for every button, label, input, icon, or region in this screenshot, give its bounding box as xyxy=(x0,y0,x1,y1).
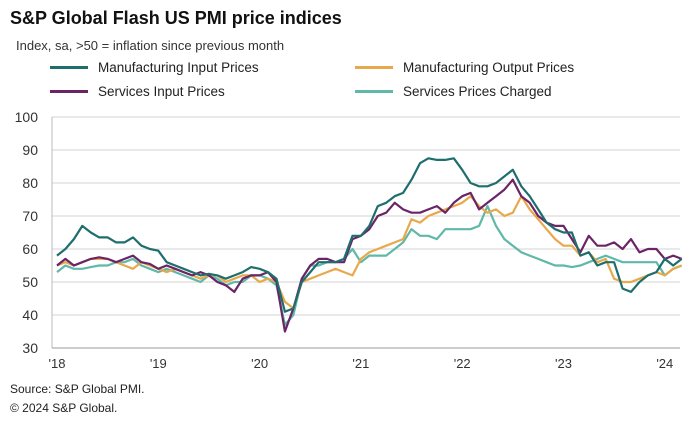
legend-swatch xyxy=(50,66,88,69)
copyright-note: © 2024 S&P Global. xyxy=(10,401,118,415)
x-tick-label: '24 xyxy=(656,356,673,371)
x-tick-label: '20 xyxy=(251,356,268,371)
chart-title: S&P Global Flash US PMI price indices xyxy=(10,8,342,28)
y-tick-label: 30 xyxy=(22,340,38,356)
x-tick-label: '22 xyxy=(454,356,471,371)
legend-swatch xyxy=(50,90,88,93)
x-tick-label: '23 xyxy=(555,356,572,371)
y-tick-label: 50 xyxy=(22,274,38,290)
legend-item-manufacturing-output: Manufacturing Output Prices xyxy=(355,60,574,75)
y-tick-label: 80 xyxy=(22,175,38,191)
x-tick-label: '18 xyxy=(49,356,66,371)
series-line-manufacturing-output-prices xyxy=(56,195,683,310)
x-tick-label: '19 xyxy=(150,356,167,371)
y-tick-label: 60 xyxy=(22,241,38,257)
legend-label: Services Input Prices xyxy=(98,84,225,99)
legend-label: Manufacturing Output Prices xyxy=(403,60,575,75)
legend-swatch xyxy=(355,66,393,69)
y-tick-label: 40 xyxy=(22,307,38,323)
legend-label: Manufacturing Input Prices xyxy=(98,60,259,75)
y-tick-label: 90 xyxy=(22,142,38,158)
legend-item-services-charged: Services Prices Charged xyxy=(355,84,552,99)
y-tick-label: 70 xyxy=(22,208,38,224)
legend-item-manufacturing-input: Manufacturing Input Prices xyxy=(50,60,259,75)
legend-swatch xyxy=(355,90,393,93)
source-note: Source: S&P Global PMI. xyxy=(10,382,145,396)
legend-label: Services Prices Charged xyxy=(403,84,552,99)
chart-subtitle: Index, sa, >50 = inflation since previou… xyxy=(16,38,285,53)
y-tick-label: 100 xyxy=(15,109,39,125)
series-line-manufacturing-input-prices xyxy=(56,157,683,313)
x-tick-label: '21 xyxy=(352,356,369,371)
legend-item-services-input: Services Input Prices xyxy=(50,84,225,99)
